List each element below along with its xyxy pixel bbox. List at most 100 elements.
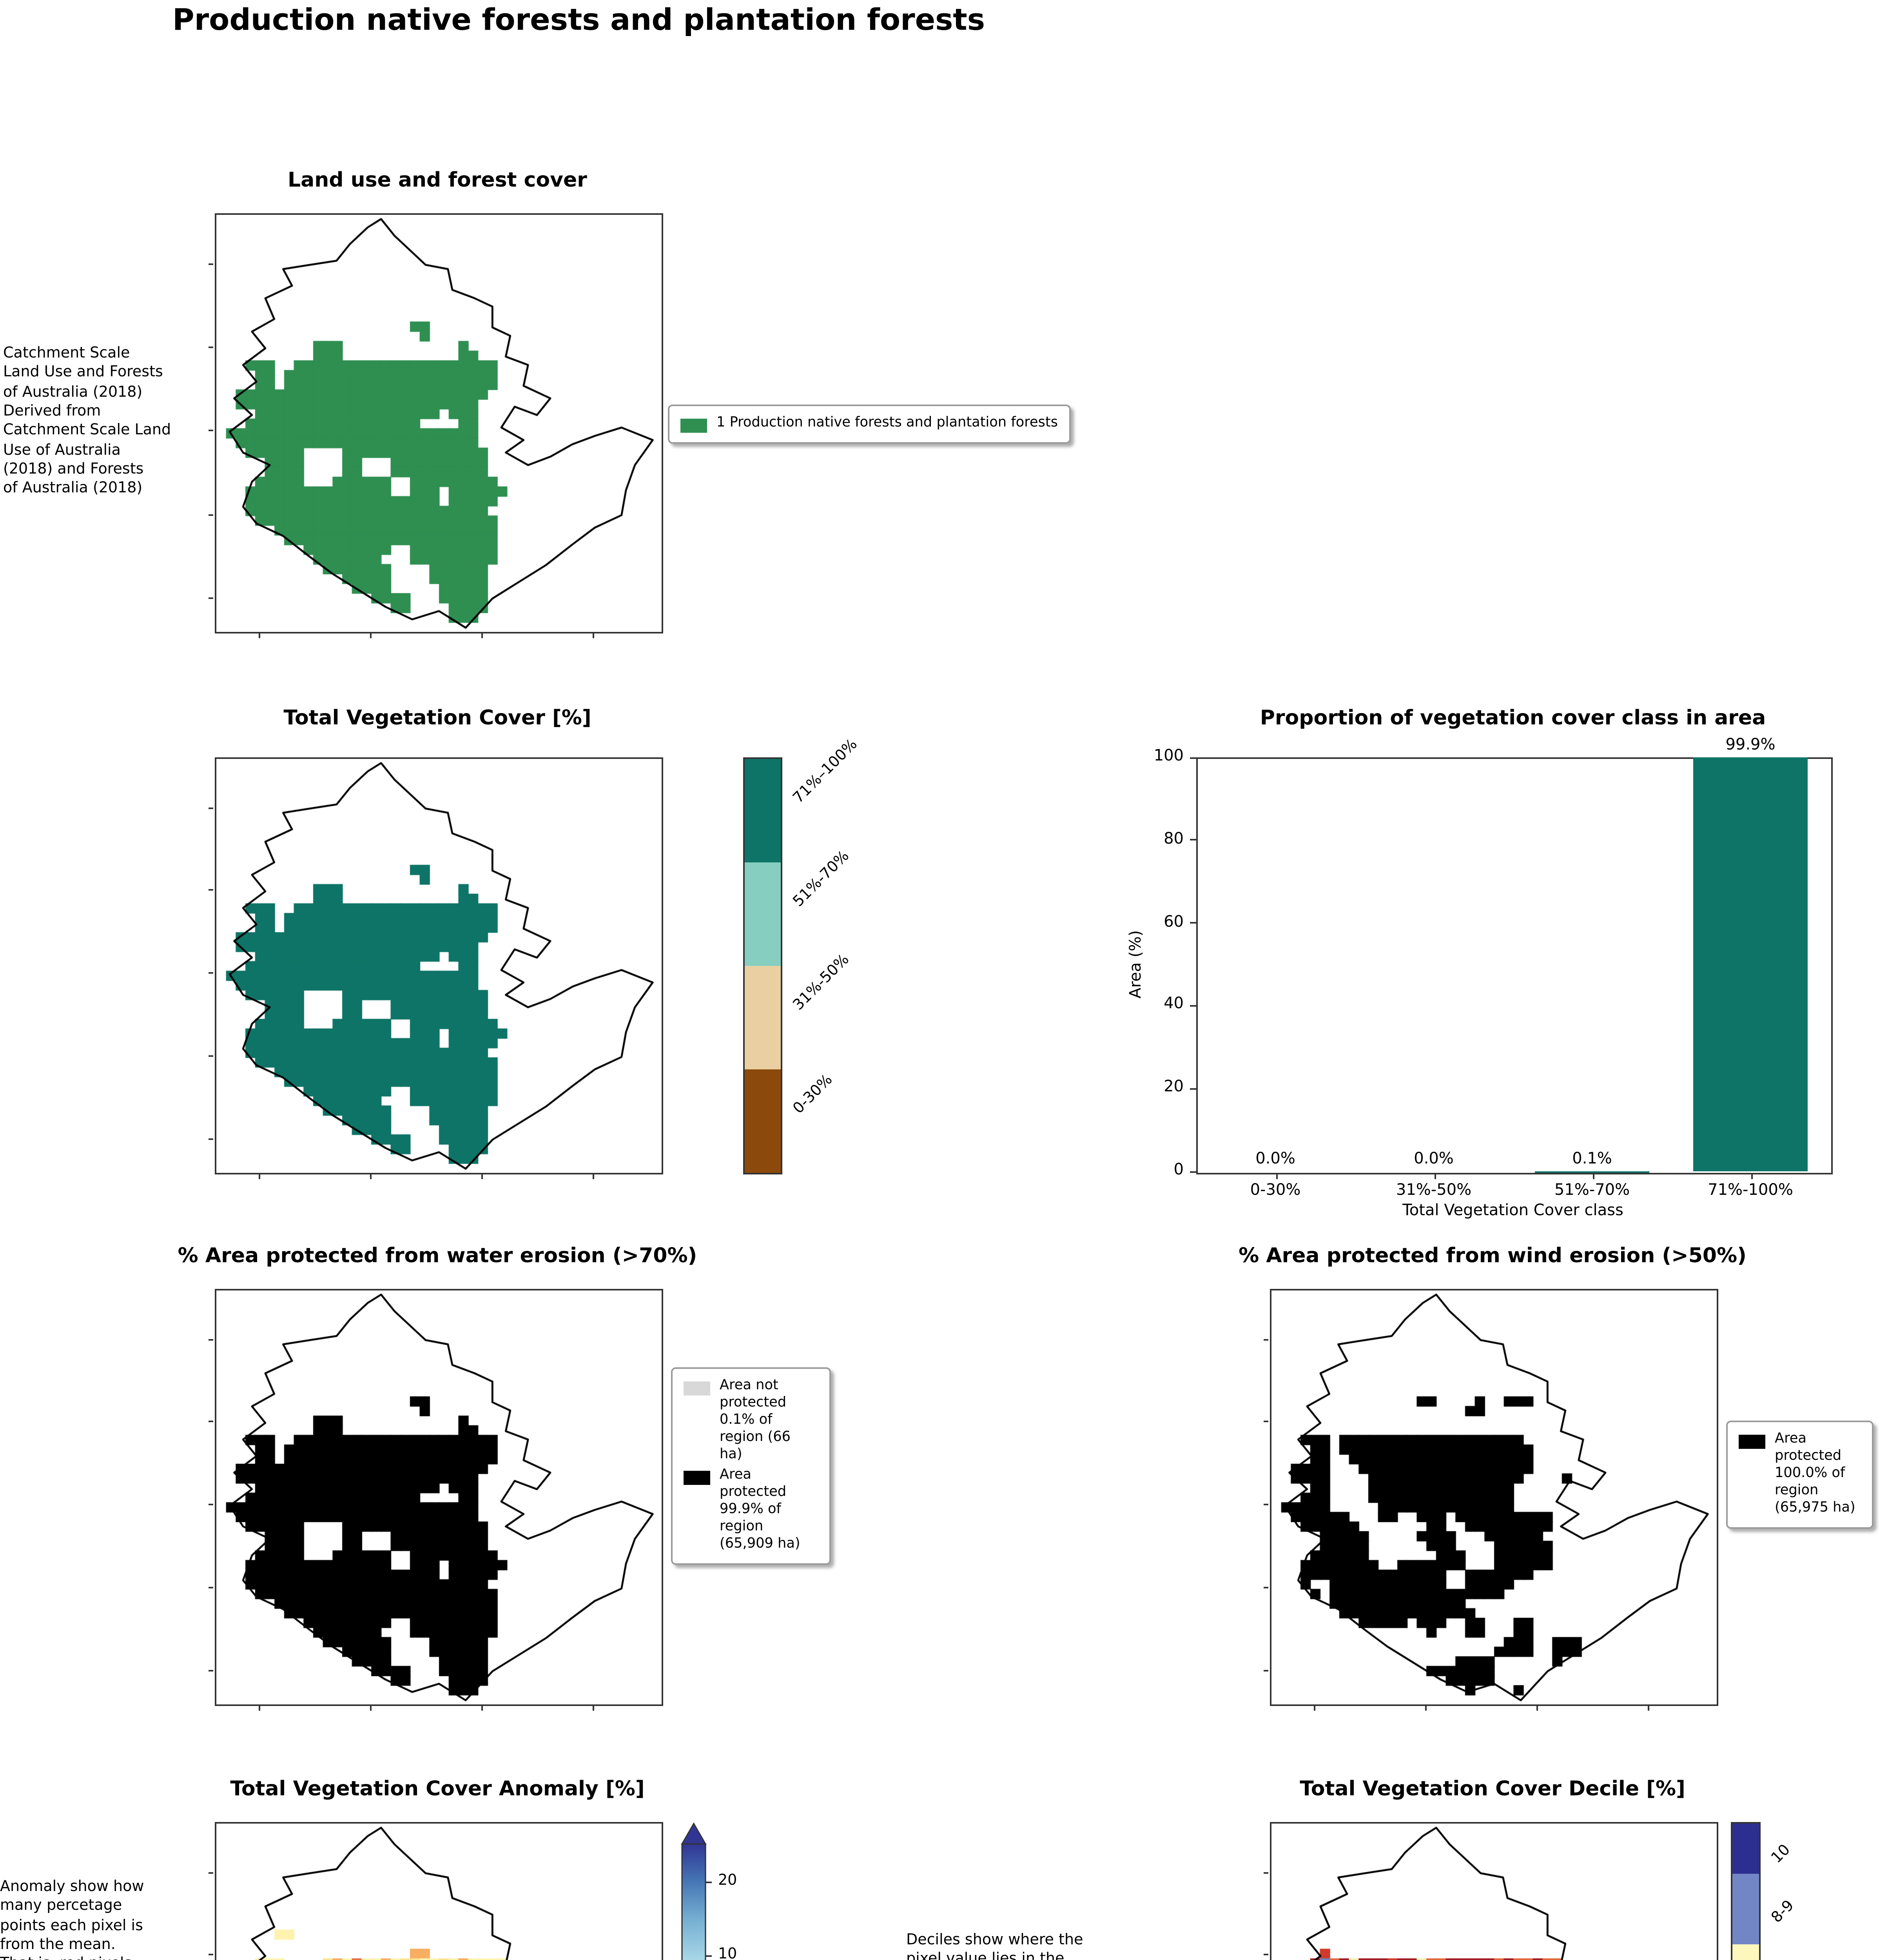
veg-cover-map xyxy=(215,757,663,1174)
axis-tick xyxy=(593,1174,595,1179)
legend-entry: Area protected 99.9% of region (65,909 h… xyxy=(684,1468,818,1554)
y-tick-label: 20 xyxy=(1164,1079,1184,1096)
axis-tick xyxy=(209,263,213,265)
axis-tick xyxy=(370,633,372,638)
y-tick xyxy=(1190,1171,1196,1172)
axis-tick xyxy=(1264,1421,1268,1423)
y-tick-label: 0 xyxy=(1173,1162,1184,1179)
decile-colorbar-label: 10 xyxy=(1768,1841,1794,1867)
axis-tick xyxy=(209,597,213,599)
veg-colorbar-label: 31%-50% xyxy=(790,951,853,1014)
bar-value-label: 0.1% xyxy=(1572,1150,1612,1168)
wind-erosion-title: % Area protected from wind erosion (>50%… xyxy=(1239,1245,1747,1269)
decile-colorbar-label: 8-9 xyxy=(1768,1897,1798,1927)
map-water-canvas xyxy=(216,1290,662,1704)
y-tick-label: 80 xyxy=(1164,831,1184,848)
map-wind-canvas xyxy=(1271,1290,1717,1704)
protected-label: Area protected 100.0% of region (65,975 … xyxy=(1775,1432,1855,1516)
x-tick-label: 51%-70% xyxy=(1554,1182,1630,1200)
axis-tick xyxy=(209,347,213,348)
axis-tick xyxy=(1426,1706,1427,1711)
veg-colorbar-label: 51%-70% xyxy=(790,848,853,911)
axis-tick xyxy=(1264,1670,1268,1671)
protected-swatch xyxy=(684,1470,710,1485)
decile-colorbar xyxy=(1731,1822,1761,1960)
landuse-map xyxy=(215,213,663,633)
axis-tick xyxy=(1264,1504,1268,1506)
map-veg-canvas xyxy=(216,759,662,1173)
anomaly-side-note: Anomaly show how many percetage points e… xyxy=(0,1878,144,1960)
x-tick-label: 0-30% xyxy=(1250,1182,1301,1200)
veg-colorbar-segment xyxy=(745,759,781,862)
x-tick xyxy=(1592,1173,1594,1179)
axis-tick xyxy=(370,1706,372,1711)
anomaly-title: Total Vegetation Cover Anomaly [%] xyxy=(230,1778,645,1802)
legend-entry: Area not protected 0.1% of region (66 ha… xyxy=(684,1378,818,1465)
anomaly-colorbar-tick-label: 10 xyxy=(718,1945,737,1960)
axis-tick xyxy=(209,1504,213,1506)
bar-value-label: 99.9% xyxy=(1725,737,1776,755)
axis-tick xyxy=(593,633,595,638)
page-title: Production native forests and plantation… xyxy=(172,3,985,38)
axis-tick xyxy=(1314,1706,1316,1711)
bar xyxy=(1693,758,1808,1171)
map-anomaly-canvas xyxy=(216,1824,662,1960)
anomaly-colorbar-tick xyxy=(706,1881,712,1883)
anomaly-colorbar xyxy=(681,1822,707,1960)
axis-tick xyxy=(209,1670,213,1671)
water-erosion-map xyxy=(215,1289,663,1706)
veg-colorbar-segment xyxy=(745,1069,781,1173)
axis-tick xyxy=(209,807,213,809)
legend-entry: 1 Production native forests and plantati… xyxy=(680,416,1058,433)
axis-tick xyxy=(209,1587,213,1589)
legend-entry: Area protected 100.0% of region (65,975 … xyxy=(1739,1432,1861,1518)
x-tick xyxy=(1434,1173,1435,1179)
veg-cover-colorbar xyxy=(743,757,782,1174)
anomaly-map xyxy=(215,1822,663,1960)
proportion-title: Proportion of vegetation cover class in … xyxy=(1260,707,1766,731)
veg-colorbar-label: 0-30% xyxy=(790,1071,836,1118)
y-tick xyxy=(1190,1005,1196,1007)
axis-tick xyxy=(209,1954,213,1956)
axis-tick xyxy=(209,430,213,432)
decile-colorbar-segment xyxy=(1732,1873,1759,1944)
axis-tick xyxy=(1537,1706,1539,1711)
decile-map xyxy=(1270,1822,1718,1960)
landuse-side-note: Catchment Scale Land Use and Forests of … xyxy=(3,345,171,498)
axis-tick xyxy=(1264,1871,1268,1873)
axis-tick xyxy=(482,1706,484,1711)
x-tick-label: 31%-50% xyxy=(1396,1182,1472,1200)
water-erosion-title: % Area protected from water erosion (>70… xyxy=(178,1245,697,1269)
axis-tick xyxy=(259,633,261,638)
veg-cover-title: Total Vegetation Cover [%] xyxy=(283,707,591,731)
map-landuse-canvas xyxy=(216,215,662,632)
y-tick xyxy=(1190,1087,1196,1089)
y-tick-label: 100 xyxy=(1154,748,1184,765)
decile-colorbar-segment xyxy=(1732,1944,1759,1960)
x-tick-label: 71%-100% xyxy=(1708,1182,1793,1200)
anomaly-colorbar-tick-label: 20 xyxy=(718,1871,737,1889)
veg-colorbar-label: 71%–100% xyxy=(790,736,862,808)
axis-tick xyxy=(209,1338,213,1340)
bar-value-label: 0.0% xyxy=(1255,1151,1295,1168)
water-erosion-legend: Area not protected 0.1% of region (66 ha… xyxy=(671,1367,831,1565)
forest-legend-label: 1 Production native forests and plantati… xyxy=(716,416,1058,431)
not-protected-label: Area not protected 0.1% of region (66 ha… xyxy=(720,1378,791,1463)
axis-tick xyxy=(209,1055,213,1057)
veg-colorbar-segment xyxy=(745,862,781,966)
x-axis-label: Total Vegetation Cover class xyxy=(1402,1203,1623,1220)
decile-title: Total Vegetation Cover Decile [%] xyxy=(1300,1778,1685,1802)
landuse-title: Land use and forest cover xyxy=(288,169,587,193)
decile-side-note: Deciles show where the pixel value lies … xyxy=(906,1932,1083,1960)
axis-tick xyxy=(482,633,484,638)
x-tick xyxy=(1750,1173,1752,1179)
not-protected-swatch xyxy=(684,1381,710,1396)
forest-legend-swatch xyxy=(680,419,707,433)
axis-tick xyxy=(1648,1706,1650,1711)
axis-tick xyxy=(209,889,213,891)
axis-tick xyxy=(209,1871,213,1873)
y-tick xyxy=(1190,922,1196,924)
x-tick xyxy=(1275,1173,1277,1179)
axis-tick xyxy=(259,1174,261,1179)
